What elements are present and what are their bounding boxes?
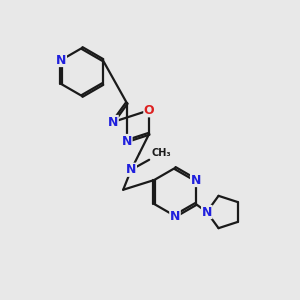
- Text: N: N: [122, 134, 132, 148]
- Text: CH₃: CH₃: [151, 148, 171, 158]
- Text: N: N: [56, 53, 66, 67]
- Text: O: O: [144, 104, 154, 117]
- Text: N: N: [190, 173, 201, 187]
- Text: N: N: [108, 116, 118, 128]
- Text: N: N: [126, 163, 136, 176]
- Text: N: N: [170, 209, 180, 223]
- Text: N: N: [202, 206, 212, 218]
